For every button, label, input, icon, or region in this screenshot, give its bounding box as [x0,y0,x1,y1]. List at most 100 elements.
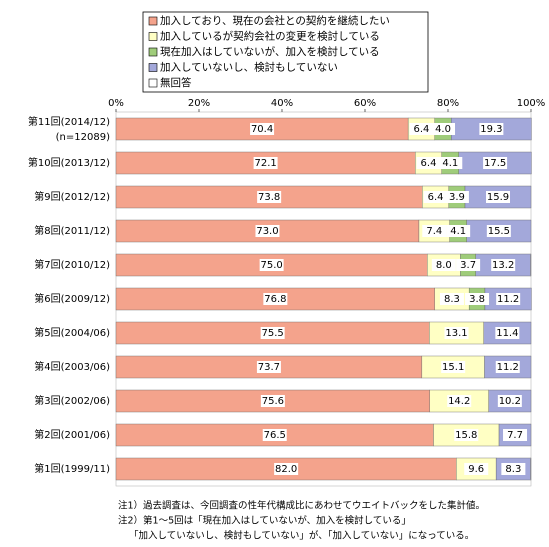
legend-label: 無回答 [160,76,192,89]
x-tick-label: 100% [517,98,546,109]
label-bg [260,327,285,339]
y-tick-label: 第6回(2009/12) [34,292,110,305]
data-label: 8.3 [505,464,521,475]
label-bg [259,259,284,271]
data-label: 4.1 [442,158,458,169]
x-tick-label: 60% [354,98,376,109]
data-label: 7.7 [507,430,523,441]
data-label: 7.4 [426,226,442,237]
label-bg [497,395,522,407]
data-label: 73.0 [256,226,278,237]
label-bg [465,293,490,305]
label-bg [496,293,521,305]
label-bg [256,361,281,373]
label-bg [423,191,448,203]
y-tick-label: 第3回(2002/06) [34,394,110,407]
y-tick-label: 第7回(2010/12) [34,258,110,271]
label-bg [262,429,287,441]
label-bg [444,327,469,339]
data-label: 19.3 [480,124,502,135]
label-bg [257,191,282,203]
legend-label: 加入していないし、検討もしていない [160,61,338,74]
data-label: 82.0 [275,464,297,475]
data-label: 13.2 [492,260,514,271]
label-bg [439,293,464,305]
label-bg [491,259,516,271]
data-label: 15.5 [488,226,510,237]
label-bg [253,157,278,169]
y-tick-label: 第1回(1999/11) [34,462,110,475]
data-label: 76.8 [264,294,286,305]
label-bg [441,361,466,373]
label-bg [464,463,489,475]
label-bg [431,259,456,271]
label-bg [456,259,481,271]
label-bg [409,123,434,135]
data-label: 4.0 [435,124,451,135]
data-label: 75.6 [262,396,284,407]
legend-swatch [148,16,158,26]
y-tick-label: 第9回(2012/12) [34,190,110,203]
label-bg [447,395,472,407]
label-bg [501,463,526,475]
label-bg [250,123,275,135]
label-bg [495,327,520,339]
data-label: 75.0 [260,260,282,271]
data-label: 11.2 [497,294,519,305]
data-label: 3.8 [469,294,485,305]
data-label: 76.5 [264,430,286,441]
data-label: 10.2 [499,396,521,407]
y-tick-label: 第2回(2001/06) [34,428,110,441]
data-label: 15.8 [455,430,477,441]
label-bg [260,395,285,407]
data-label: 15.9 [487,192,509,203]
data-label: 8.0 [436,260,452,271]
label-bg [416,157,441,169]
data-label: 3.9 [449,192,465,203]
data-label: 6.4 [413,124,429,135]
data-label: 15.1 [442,362,464,373]
data-label: 3.7 [460,260,476,271]
x-tick-label: 20% [188,98,210,109]
label-bg [431,123,456,135]
data-label: 9.6 [468,464,484,475]
label-bg [503,429,528,441]
legend-label: 加入しているが契約会社の変更を検討している [160,30,380,43]
label-bg [495,361,520,373]
data-label: 73.7 [258,362,280,373]
x-tick-label: 0% [108,98,124,109]
note: 注1）過去調査は、今回調査の性年代構成比にあわせてウエイトバックをした集計値。 [118,500,485,512]
data-label: 4.1 [450,226,466,237]
label-bg [483,157,508,169]
data-label: 70.4 [251,124,273,135]
legend-swatch [148,47,158,57]
note: 「加入していないし、検討もしていない」が、「加入していない」になっている。 [129,530,474,542]
label-bg [274,463,299,475]
label-bg [454,429,479,441]
label-bg [446,225,471,237]
legend-label: 加入しており、現在の会社との契約を継続したい [160,14,390,27]
y-tick-label: 第8回(2011/12) [34,224,110,237]
label-bg [486,191,511,203]
y-tick-label: 第10回(2013/12) [28,156,110,169]
data-label: 6.4 [428,192,444,203]
data-label: 11.2 [497,362,519,373]
data-label: 17.5 [484,158,506,169]
x-tick-label: 80% [437,98,459,109]
data-label: 14.2 [448,396,470,407]
legend-swatch [148,78,158,88]
label-bg [438,157,463,169]
y-tick-label: 第5回(2004/06) [34,326,110,339]
y-tick-label: 第11回(2014/12) [28,115,110,128]
y-tick-label: 第4回(2003/06) [34,360,110,373]
data-label: 11.4 [496,328,518,339]
data-label: 13.1 [445,328,467,339]
note: 注2）第1～5回は「現在加入はしていないが、加入を検討している」 [118,515,411,527]
data-label: 8.3 [444,294,460,305]
label-bg [263,293,288,305]
data-label: 6.4 [421,158,437,169]
data-label: 73.8 [258,192,280,203]
legend-box [142,11,429,93]
label-bg [255,225,280,237]
